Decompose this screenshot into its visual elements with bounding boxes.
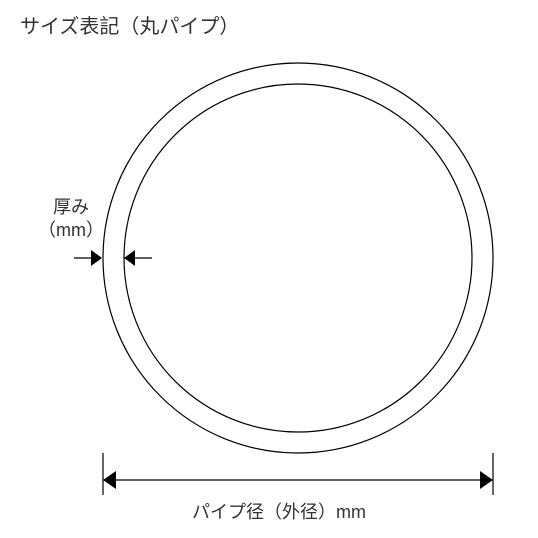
outer-circle	[103, 63, 493, 453]
inner-circle	[124, 84, 472, 432]
thickness-arrow-group	[74, 250, 152, 266]
pipe-diagram	[0, 0, 538, 538]
diameter-arrow-group	[103, 453, 493, 495]
